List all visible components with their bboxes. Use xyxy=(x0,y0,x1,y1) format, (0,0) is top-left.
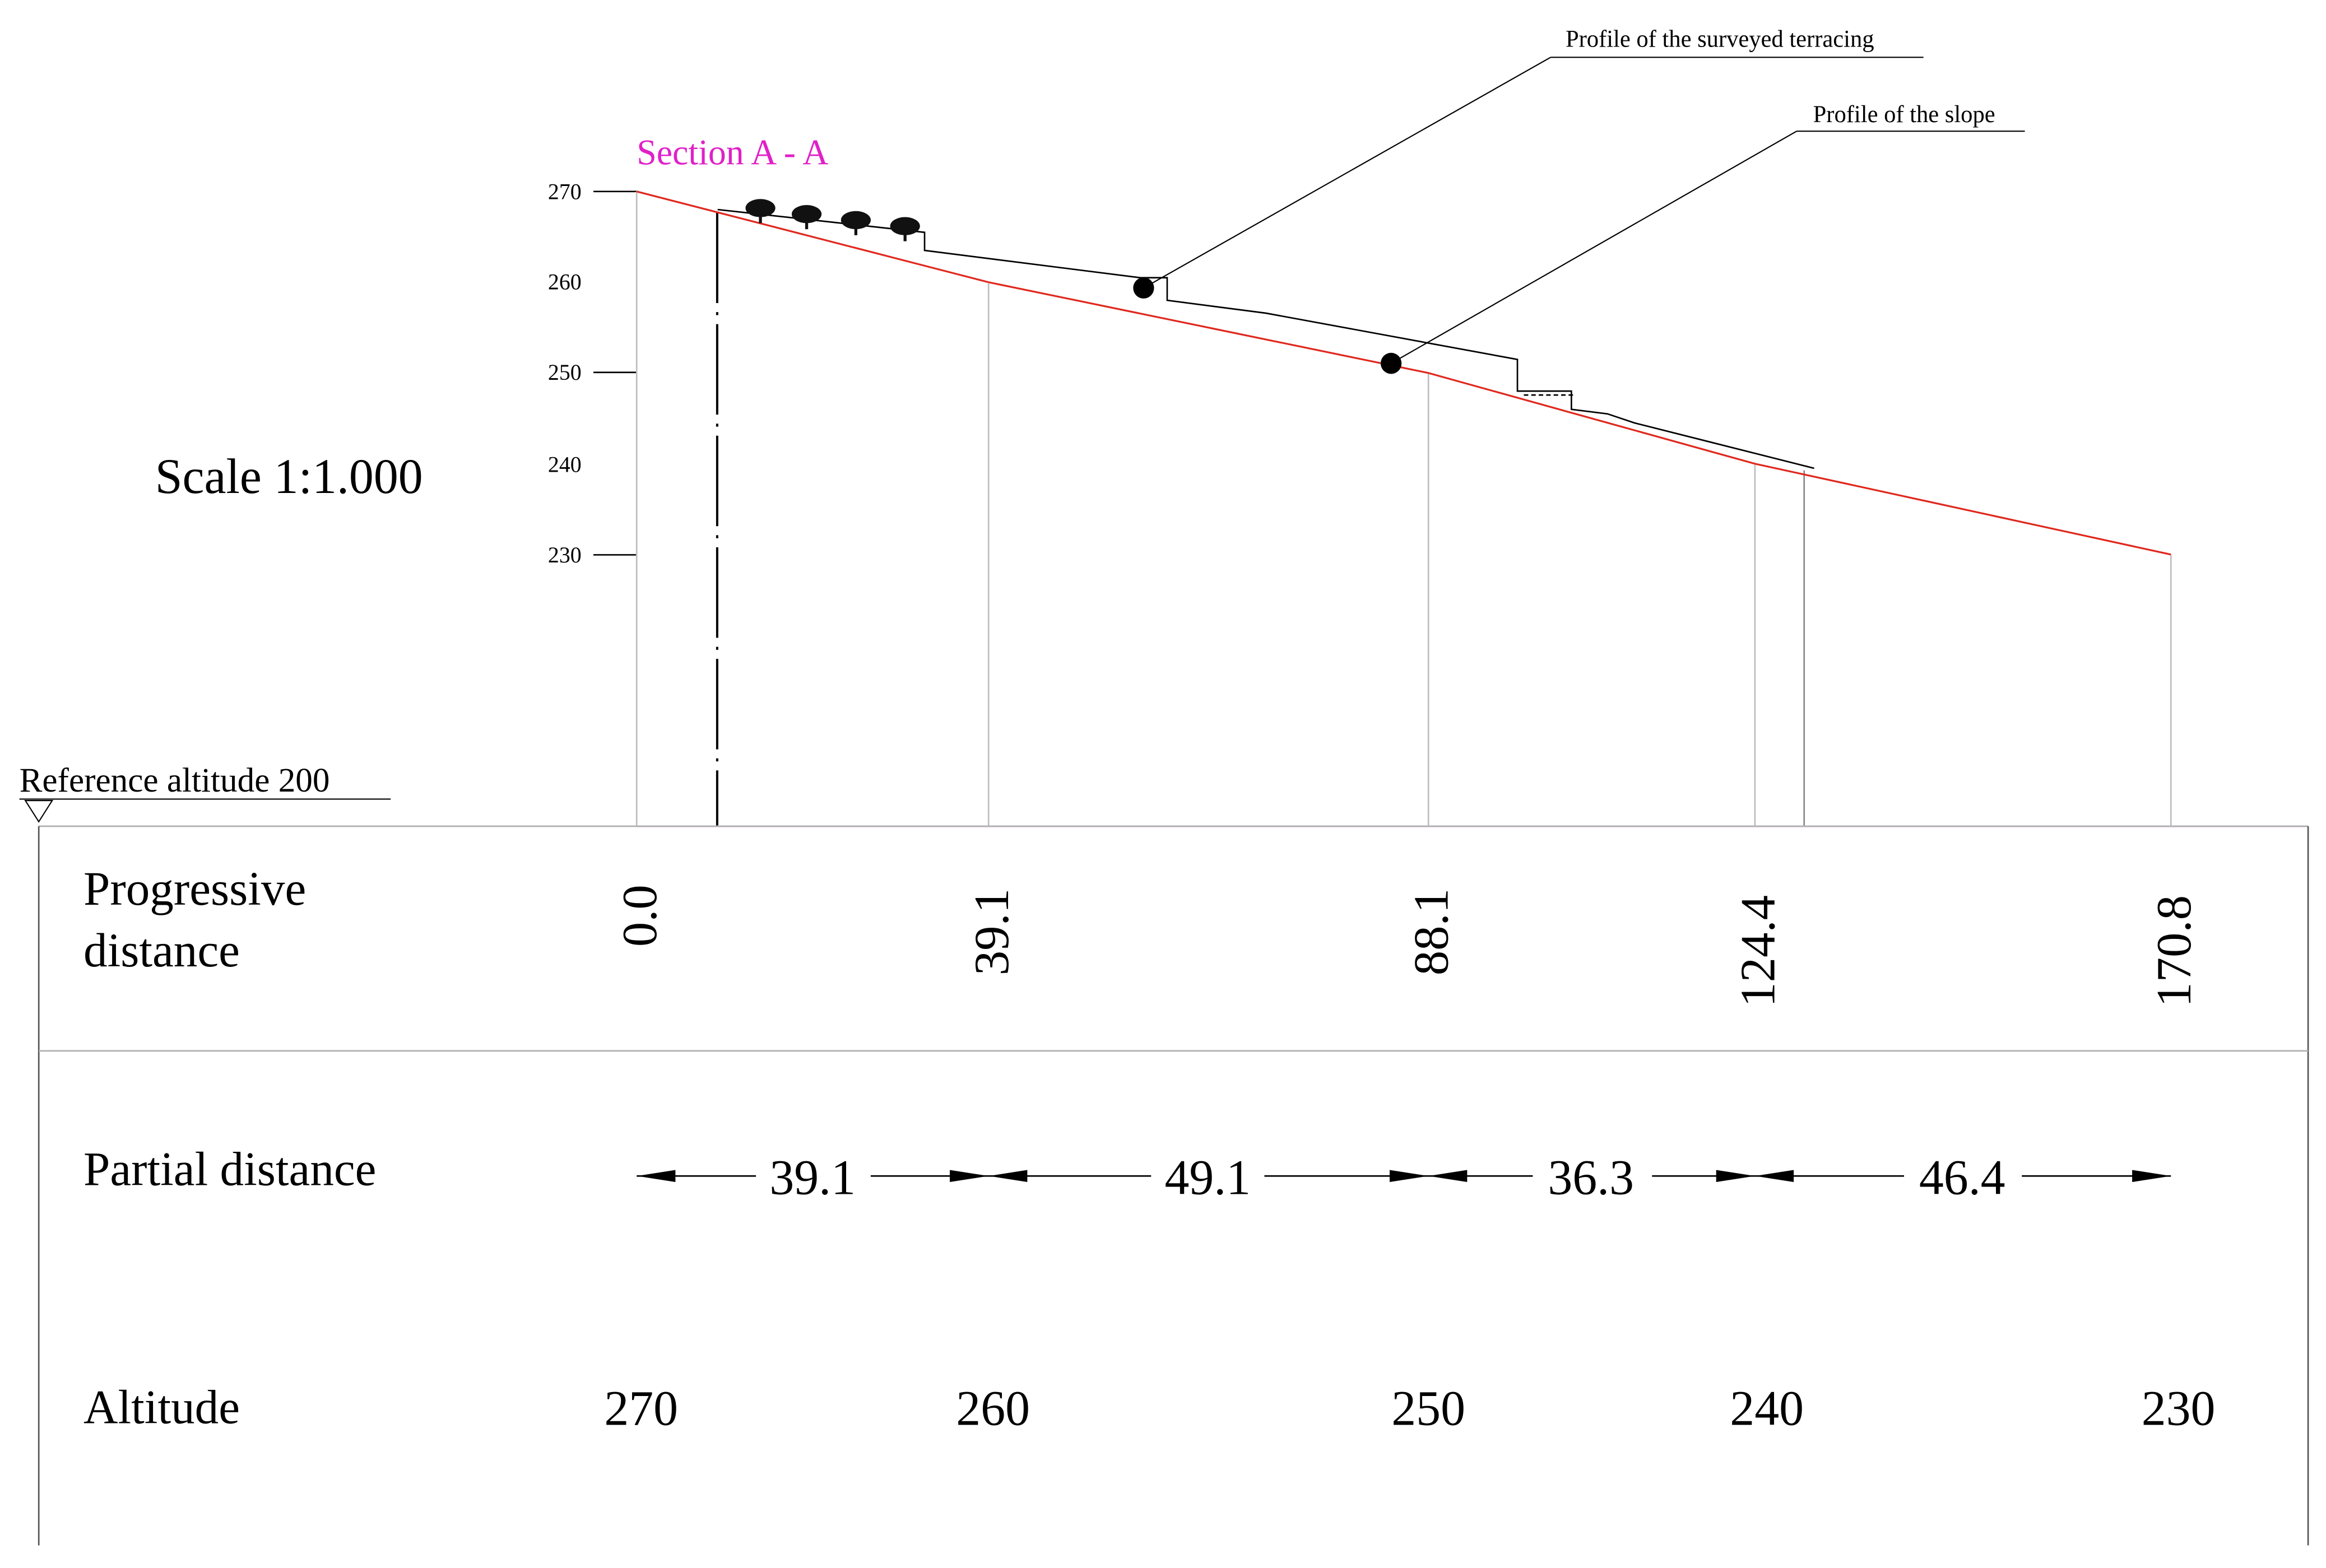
callout-slope: Profile of the slope xyxy=(1380,101,2025,374)
partial-dimensions xyxy=(637,1170,2171,1183)
tree-icon xyxy=(890,217,920,241)
partial-dimension xyxy=(1754,1170,2171,1183)
station-lines xyxy=(635,191,2172,826)
callout-dot xyxy=(1380,352,1402,374)
arrow-right-icon xyxy=(2132,1170,2171,1183)
progressive-value: 0.0 xyxy=(612,885,667,947)
progressive-value: 124.4 xyxy=(1731,895,1785,1007)
arrow-right-icon xyxy=(949,1170,989,1183)
tree-icon xyxy=(745,199,776,224)
arrow-right-icon xyxy=(1389,1170,1429,1183)
altitude-value: 270 xyxy=(604,1381,678,1436)
y-tick: 270 xyxy=(548,179,637,204)
partial-value: 49.1 xyxy=(1165,1150,1251,1206)
callout-terracing-label: Profile of the surveyed terracing xyxy=(1566,26,1874,52)
altitude-value: 250 xyxy=(1391,1381,1465,1436)
y-tick: 260 xyxy=(548,269,582,295)
tree-icon xyxy=(791,205,822,230)
arrow-left-icon xyxy=(1754,1170,1794,1183)
partial-dimension xyxy=(637,1170,989,1183)
row-label-altitude: Altitude xyxy=(83,1380,240,1434)
y-tick-label: 230 xyxy=(548,542,582,567)
progressive-value: 39.1 xyxy=(964,888,1019,975)
partial-dimension xyxy=(1428,1170,1755,1183)
progressive-value: 88.1 xyxy=(1404,888,1459,975)
y-tick: 250 xyxy=(548,360,637,385)
partial-dimension xyxy=(988,1170,1429,1183)
y-tick-label: 270 xyxy=(548,179,582,204)
arrow-left-icon xyxy=(1428,1170,1468,1183)
altitude-value: 240 xyxy=(1730,1381,1804,1436)
y-tick-label: 250 xyxy=(548,360,582,385)
row-label-progressive: Progressive xyxy=(83,862,306,915)
altitude-value: 230 xyxy=(2142,1381,2216,1436)
terracing-profile-line xyxy=(717,208,1814,469)
y-tick: 230 xyxy=(548,542,637,567)
partial-value: 36.3 xyxy=(1548,1150,1634,1206)
y-axis: 270 260 250 240 230 xyxy=(548,179,637,567)
profile-lines xyxy=(636,190,2171,556)
arrow-right-icon xyxy=(1716,1170,1755,1183)
reference-label: Reference altitude 200 xyxy=(20,761,330,799)
row-label-progressive-2: distance xyxy=(83,924,240,978)
slope-profile-line xyxy=(636,190,2171,556)
reference-altitude: Reference altitude 200 xyxy=(19,761,391,823)
progressive-value: 170.8 xyxy=(2147,895,2201,1007)
y-tick: 240 xyxy=(548,452,582,477)
tree-icon xyxy=(841,211,871,235)
callout-terracing: Profile of the surveyed terracing xyxy=(1133,26,1924,299)
arrow-left-icon xyxy=(637,1170,676,1183)
y-tick-label: 260 xyxy=(548,269,582,295)
arrow-left-icon xyxy=(988,1170,1028,1183)
section-title: Section A - A xyxy=(637,132,828,172)
scale-label: Scale 1:1.000 xyxy=(155,449,423,505)
partial-value: 46.4 xyxy=(1919,1150,2005,1206)
altitude-value: 260 xyxy=(956,1381,1030,1436)
callout-slope-label: Profile of the slope xyxy=(1813,101,1995,128)
reference-triangle-icon xyxy=(24,800,54,823)
y-tick-label: 240 xyxy=(548,452,582,477)
tree-icons xyxy=(745,199,920,241)
row-label-partial: Partial distance xyxy=(83,1142,376,1196)
profile-table: Progressive distance Partial distance Al… xyxy=(38,825,2309,1546)
partial-value: 39.1 xyxy=(769,1150,856,1206)
